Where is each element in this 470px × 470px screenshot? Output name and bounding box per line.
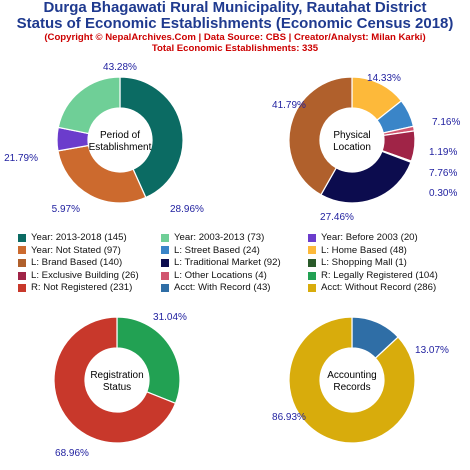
center-label-line-2: Location (333, 142, 371, 153)
legend-swatch (161, 284, 169, 293)
legend-swatch (18, 284, 26, 293)
pct-label-year-not-stated: 28.96% (170, 204, 204, 215)
center-label-line-1: Period of (100, 130, 140, 141)
pct-label-acct-with-record: 13.07% (415, 345, 449, 356)
legend-label: Year: 2003-2013 (73) (174, 232, 265, 243)
period-of-establishment-chart: 43.28% 28.96% 5.97% 21.79% Period ofEstablis… (4, 62, 204, 215)
legend-label: Year: Before 2003 (20) (321, 232, 418, 243)
legend-item-year-before-2003-20: Year: Before 2003 (20) (308, 232, 468, 244)
legend-swatch (161, 271, 169, 280)
legend-label: L: Street Based (24) (174, 244, 260, 256)
legend-item-l-brand-based-140: L: Brand Based (140) (18, 257, 161, 269)
pct-label-l-street-based: 7.16% (432, 117, 460, 128)
center-label-line-2: Records (333, 382, 370, 393)
title-line-2: Status of Economic Establishments (Econo… (16, 15, 454, 32)
pct-label-l-exclusive-building: 7.76% (429, 168, 457, 179)
center-label-line-1: Accounting (327, 370, 376, 381)
legend-item-year-2013-2018-145: Year: 2013-2018 (145) (18, 232, 161, 244)
legend-label: Year: 2013-2018 (145) (31, 232, 127, 243)
legend-swatch (161, 246, 169, 255)
legend-label: R: Not Registered (231) (31, 282, 133, 294)
slice-acct-without-record (288, 316, 416, 444)
slice-year-2003-2013 (57, 76, 121, 135)
legend-item-l-shopping-mall-1: L: Shopping Mall (1) (308, 257, 468, 269)
pct-label-l-other-locations: 1.19% (429, 147, 457, 158)
legend-swatch (308, 258, 316, 267)
legend-item-r-legally-registered-104: R: Legally Registered (104) (308, 270, 468, 282)
legend-item-year-not-stated-97: Year: Not Stated (97) (18, 245, 161, 257)
slice-l-traditional-market (320, 150, 412, 204)
legend-swatch (308, 284, 316, 293)
total-line: Total Economic Establishments: 335 (151, 43, 319, 54)
legend-item-l-home-based-48: L: Home Based (48) (308, 245, 468, 257)
legend-item-l-other-locations-4: L: Other Locations (4) (161, 270, 308, 282)
pct-label-l-brand-based: 41.79% (272, 100, 306, 111)
legend-item-year-2003-2013-73: Year: 2003-2013 (73) (161, 232, 308, 244)
legend-item-l-exclusive-building-26: L: Exclusive Building (26) (18, 270, 161, 282)
physical-location-chart: 14.33% 7.16% 1.19% 7.76% 0.30% 27.46% 41.79% Ph… (272, 73, 460, 223)
slice-year-2013-2018 (119, 76, 184, 199)
pct-label-year-2003-2013: 21.79% (4, 153, 38, 164)
legend-item-l-street-based-24: L: Street Based (24) (161, 245, 308, 257)
pct-label-l-traditional-market: 27.46% (320, 212, 354, 223)
center-label-line-1: Registration (90, 370, 143, 381)
pct-label-year-2013-2018: 43.28% (103, 62, 137, 73)
legend-label: Acct: Without Record (286) (321, 282, 437, 294)
legend-label: L: Home Based (48) (321, 244, 407, 256)
legend-item-acct-without-record-286: Acct: Without Record (286) (308, 282, 468, 294)
pct-label-year-before-2003: 5.97% (52, 204, 80, 215)
center-label-line-1: Physical (333, 130, 370, 141)
legend-item-l-traditional-market-92: L: Traditional Market (92) (161, 257, 308, 269)
pct-label-l-home-based: 14.33% (367, 73, 401, 84)
legend-swatch (161, 258, 169, 267)
donut-hole (85, 348, 149, 412)
copyright-line: (Copyright © NepalArchives.Com | Data So… (44, 32, 426, 43)
title-line-1: Durga Bhagawati Rural Municipality, Raut… (43, 0, 427, 16)
legend-item-r-not-registered-231: R: Not Registered (231) (18, 282, 161, 294)
legend-swatch (18, 258, 26, 267)
slice-l-brand-based (288, 76, 353, 196)
legend-label: Acct: With Record (43) (174, 282, 271, 294)
slice-r-not-registered (53, 316, 177, 444)
legend-swatch (161, 233, 169, 242)
slice-r-legally-registered (116, 316, 181, 405)
legend-swatch (308, 233, 316, 242)
donut-hole (320, 108, 384, 172)
pct-label-acct-without-record: 86.93% (272, 412, 306, 423)
pct-label-r-legally-registered: 31.04% (153, 312, 187, 323)
legend-label: Year: Not Stated (97) (31, 244, 121, 256)
legend-label: R: Legally Registered (104) (321, 269, 438, 281)
legend-label: L: Brand Based (140) (31, 257, 123, 269)
legend-swatch (308, 246, 316, 255)
center-label-line-2: Status (103, 382, 131, 393)
legend-item-acct-with-record-43: Acct: With Record (43) (161, 282, 308, 294)
donut-hole (320, 348, 384, 412)
center-label-line-2: Establishment (89, 142, 152, 153)
legend: Year: 2013-2018 (145) Year: 2003-2013 (73… (18, 232, 468, 294)
legend-label: L: Other Locations (4) (174, 269, 267, 281)
legend-swatch (18, 246, 26, 255)
legend-swatch (18, 233, 26, 242)
donut-hole (88, 108, 152, 172)
legend-label: L: Exclusive Building (26) (31, 269, 139, 281)
legend-swatch (18, 271, 26, 280)
legend-label: L: Traditional Market (92) (174, 257, 281, 269)
header: Durga Bhagawati Rural Municipality, Raut… (0, 0, 470, 54)
legend-label: L: Shopping Mall (1) (321, 257, 407, 269)
slice-year-not-stated (57, 144, 147, 204)
legend-swatch (308, 271, 316, 280)
pct-label-l-shopping-mall: 0.30% (429, 188, 457, 199)
pct-label-r-not-registered: 68.96% (55, 448, 89, 459)
